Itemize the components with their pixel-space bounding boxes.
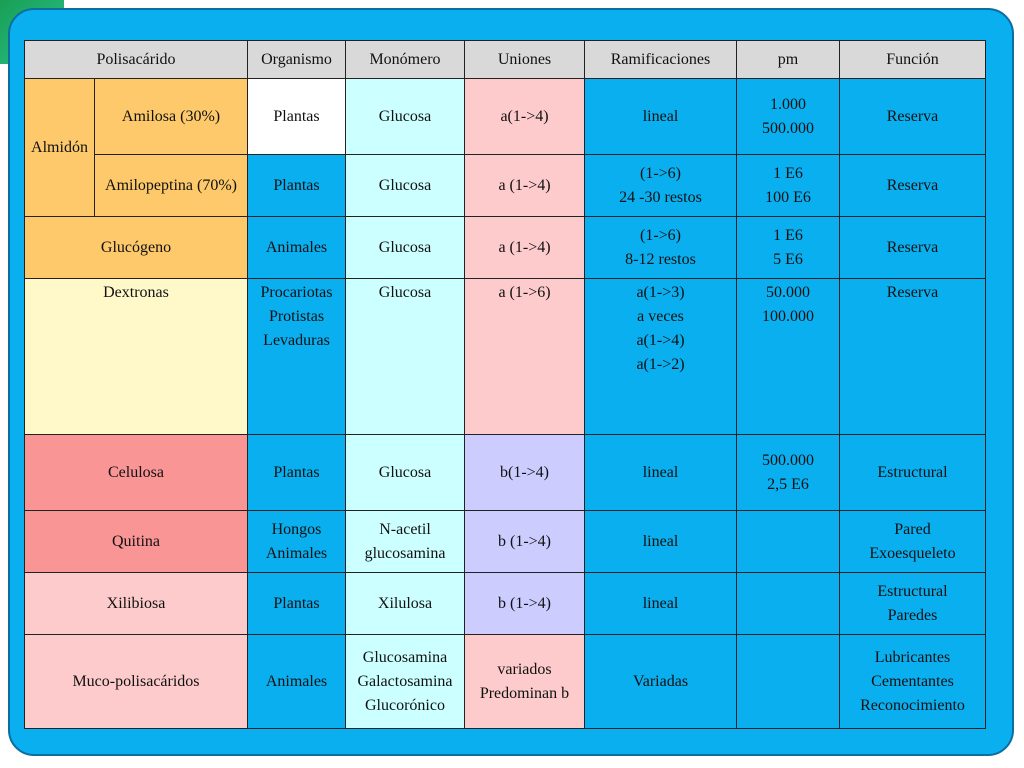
cell-funcion: Lubricantes Cementantes Reconocimiento (839, 634, 986, 729)
cell-ramificaciones: (1->6) 8-12 restos (584, 216, 737, 279)
cell-ramificaciones: a(1->3) a veces a(1->4) a(1->2) (584, 278, 737, 435)
table-row: Almidón Amilosa (30%) Plantas Glucosa a(… (24, 78, 986, 217)
cell-pm: 50.000 100.000 (736, 278, 840, 435)
cell-ramificaciones: lineal (584, 434, 737, 511)
cell-polisacarido: Celulosa (24, 434, 248, 511)
cell-funcion: Reserva (839, 78, 986, 155)
cell-funcion: Estructural Paredes (839, 572, 986, 635)
table-row: Xilibiosa Plantas Xilulosa b (1->4) line… (24, 572, 986, 635)
cell-uniones: b(1->4) (464, 434, 585, 511)
cell-ramificaciones: Variadas (584, 634, 737, 729)
cell-uniones: a (1->4) (464, 216, 585, 279)
cell-ramificaciones: lineal (584, 78, 737, 155)
cell-polisacarido: Muco-polisacáridos (24, 634, 248, 729)
table-row: Dextronas Procariotas Protistas Levadura… (24, 278, 986, 435)
table-row: Muco-polisacáridos Animales Glucosamina … (24, 634, 986, 729)
cell-organismo: Plantas (247, 78, 346, 155)
table-row: Celulosa Plantas Glucosa b(1->4) lineal … (24, 434, 986, 511)
cell-organismo: Plantas (247, 572, 346, 635)
cell-ramificaciones: lineal (584, 510, 737, 573)
table-row: Quitina Hongos Animales N-acetil glucosa… (24, 510, 986, 573)
header-ramificaciones: Ramificaciones (584, 40, 737, 79)
cell-polisacarido: Dextronas (24, 278, 248, 435)
cell-monomero: Glucosa (345, 154, 465, 217)
cell-pm: 1 E6 100 E6 (736, 154, 840, 217)
cell-organismo: Procariotas Protistas Levaduras (247, 278, 346, 435)
cell-funcion: Reserva (839, 216, 986, 279)
header-funcion: Función (839, 40, 986, 79)
cell-organismo: Plantas (247, 434, 346, 511)
cell-funcion: Estructural (839, 434, 986, 511)
cell-ramificaciones: (1->6) 24 -30 restos (584, 154, 737, 217)
cell-funcion: Reserva (839, 278, 986, 435)
cell-monomero: N-acetil glucosamina (345, 510, 465, 573)
polysaccharide-table: Polisacárido Organismo Monómero Uniones … (24, 40, 986, 729)
header-pm: pm (736, 40, 840, 79)
cell-uniones: a (1->6) (464, 278, 585, 435)
cell-organismo: Hongos Animales (247, 510, 346, 573)
header-polisacarido: Polisacárido (24, 40, 248, 79)
cell-polisacarido: Quitina (24, 510, 248, 573)
cell-polisacarido: Xilibiosa (24, 572, 248, 635)
cell-polisacarido: Amilosa (30%) (94, 78, 248, 155)
cell-uniones: b (1->4) (464, 572, 585, 635)
cell-funcion: Pared Exoesqueleto (839, 510, 986, 573)
cell-pm: 1 E6 5 E6 (736, 216, 840, 279)
cell-uniones: a(1->4) (464, 78, 585, 155)
table-row: Glucógeno Animales Glucosa a (1->4) (1->… (24, 216, 986, 279)
cell-pm (736, 572, 840, 635)
cell-pm: 500.000 2,5 E6 (736, 434, 840, 511)
cell-monomero: Glucosa (345, 434, 465, 511)
cell-polisacarido: Glucógeno (24, 216, 248, 279)
cell-organismo: Animales (247, 216, 346, 279)
cell-monomero: Glucosamina Galactosamina Glucorónico (345, 634, 465, 729)
cell-monomero: Glucosa (345, 216, 465, 279)
cell-organismo: Plantas (247, 154, 346, 217)
header-row: Polisacárido Organismo Monómero Uniones … (24, 40, 986, 79)
cell-organismo: Animales (247, 634, 346, 729)
cell-uniones: variados Predominan b (464, 634, 585, 729)
cell-pm (736, 634, 840, 729)
header-organismo: Organismo (247, 40, 346, 79)
cell-ramificaciones: lineal (584, 572, 737, 635)
cell-uniones: b (1->4) (464, 510, 585, 573)
cell-uniones: a (1->4) (464, 154, 585, 217)
cell-monomero: Glucosa (345, 78, 465, 155)
group-almidon: Almidón (24, 78, 95, 217)
cell-polisacarido: Amilopeptina (70%) (94, 154, 248, 217)
header-monomero: Monómero (345, 40, 465, 79)
cell-monomero: Xilulosa (345, 572, 465, 635)
cell-pm: 1.000 500.000 (736, 78, 840, 155)
header-uniones: Uniones (464, 40, 585, 79)
cell-funcion: Reserva (839, 154, 986, 217)
cell-monomero: Glucosa (345, 278, 465, 435)
cell-pm (736, 510, 840, 573)
table-row: Amilopeptina (70%) Plantas Glucosa a (1-… (25, 154, 986, 217)
